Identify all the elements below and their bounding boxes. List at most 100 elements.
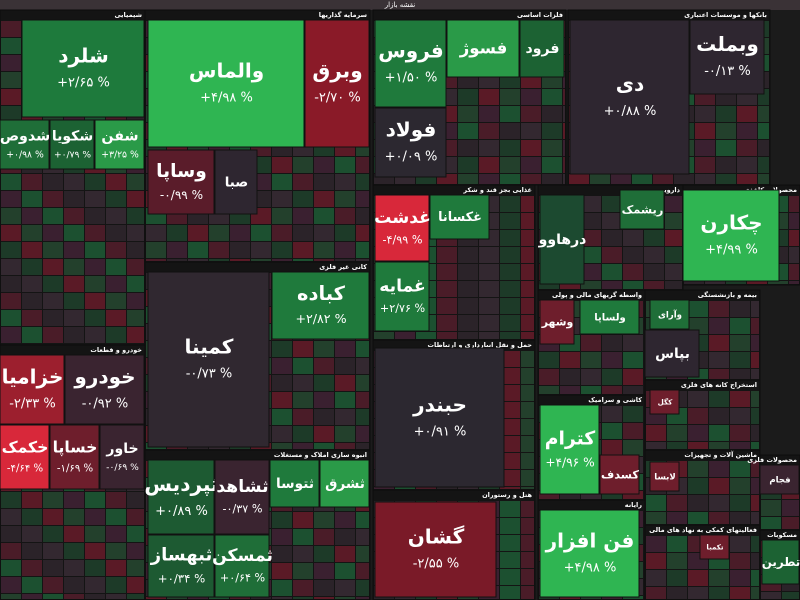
stock-change: +۰/۰۹ % <box>385 150 438 165</box>
stock-cell <box>500 213 520 229</box>
stock-cell <box>684 281 704 284</box>
stock-cell <box>272 358 292 374</box>
stock-cell <box>22 543 42 559</box>
stock-tile <box>99 424 145 490</box>
stock-cell <box>188 242 208 258</box>
stock-change: +۳/۲۵ % <box>101 150 139 161</box>
stock-cell <box>85 225 105 241</box>
stock-cell <box>85 543 105 559</box>
stock-cell <box>209 242 229 258</box>
stock-cell <box>500 436 520 452</box>
stock-cell <box>602 423 622 439</box>
stock-cell <box>602 406 622 422</box>
stock-cell <box>1 174 21 190</box>
stock-cell <box>251 259 271 261</box>
stock-cell <box>1 21 21 37</box>
map-title: نقشه بازار <box>384 1 416 9</box>
stock-cell <box>730 352 750 368</box>
stock-cell <box>500 586 520 599</box>
stock-cell <box>716 106 736 122</box>
stock-change: -۲/۷۰ % <box>314 91 361 106</box>
stock-cell <box>709 408 729 424</box>
stock-cell <box>458 281 478 297</box>
stock-tile <box>374 261 430 332</box>
stock-cell <box>43 310 63 326</box>
stock-cell <box>272 259 292 261</box>
stock-name: حبندر <box>412 393 467 417</box>
stock-cell <box>1 106 21 122</box>
stock-cell <box>730 570 750 586</box>
stock-cell <box>335 409 355 425</box>
stock-cell <box>521 89 541 105</box>
stock-name: خودرو <box>73 365 135 389</box>
stock-cell <box>127 191 144 207</box>
stock-cell <box>730 318 750 334</box>
stock-cell <box>43 560 63 576</box>
stock-change: -۲/۳۳ % <box>9 397 56 412</box>
stock-cell <box>64 276 84 292</box>
stock-cell <box>646 512 666 524</box>
stock-change: +۲/۶۵ % <box>57 76 110 91</box>
stock-cell <box>623 281 643 289</box>
stock-name: ثشرق <box>325 476 365 492</box>
stock-cell <box>22 259 42 275</box>
stock-cell <box>521 281 534 297</box>
stock-cell <box>188 597 208 599</box>
stock-cell <box>335 597 355 599</box>
stock-change: -۴/۹۹ % <box>383 234 423 247</box>
stock-cell <box>1 55 21 71</box>
stock-cell <box>521 586 534 599</box>
stock-cell <box>335 341 355 357</box>
stock-tile <box>374 501 497 598</box>
stock-tile <box>147 534 215 598</box>
stock-cell <box>85 509 105 525</box>
stock-tile <box>689 19 765 95</box>
stock-cell <box>22 191 42 207</box>
stock-name: ریشمک <box>622 203 664 217</box>
stock-cell <box>356 443 369 449</box>
stock-cell <box>458 89 478 105</box>
stock-cell <box>127 242 144 258</box>
stock-cell <box>127 327 144 343</box>
stock-cell <box>106 225 126 241</box>
stock-cell <box>521 518 534 534</box>
sector-label: بیمه و بازنشستگی <box>698 291 757 299</box>
stock-cell <box>602 440 622 456</box>
stock-cell <box>479 315 499 331</box>
stock-cell <box>730 587 750 599</box>
stock-cell <box>64 492 84 508</box>
stock-change: +۰/۸۹ % <box>155 504 208 519</box>
stock-cell <box>688 495 708 511</box>
stock-cell <box>758 174 769 184</box>
stock-cell <box>716 174 736 184</box>
stock-change: -۰/۱۳ % <box>704 64 751 79</box>
stock-cell <box>293 341 313 357</box>
stock-cell <box>314 409 334 425</box>
stock-cell <box>293 563 313 579</box>
stock-cell <box>43 276 63 292</box>
stock-cell <box>127 543 144 559</box>
stock-cell <box>623 423 643 439</box>
stock-cell <box>293 392 313 408</box>
stock-cell <box>64 526 84 542</box>
stock-cell <box>500 106 520 122</box>
stock-cell <box>479 89 499 105</box>
stock-cell <box>563 174 565 184</box>
stock-cell <box>623 406 643 422</box>
stock-cell <box>1 242 21 258</box>
stock-cell <box>437 298 457 314</box>
stock-tile <box>49 424 100 490</box>
stock-cell <box>602 230 622 246</box>
stock-cell <box>64 560 84 576</box>
sector-label: ماشین آلات و تجهیزات <box>684 450 757 459</box>
stock-cell <box>563 140 565 156</box>
stock-tile <box>214 149 258 215</box>
stock-cell <box>106 327 126 343</box>
stock-cell <box>293 259 313 261</box>
stock-cell <box>293 375 313 391</box>
stock-cell <box>747 281 767 284</box>
stock-cell <box>751 318 759 334</box>
stock-cell <box>751 461 759 477</box>
stock-cell <box>64 310 84 326</box>
stock-cell <box>272 426 292 442</box>
